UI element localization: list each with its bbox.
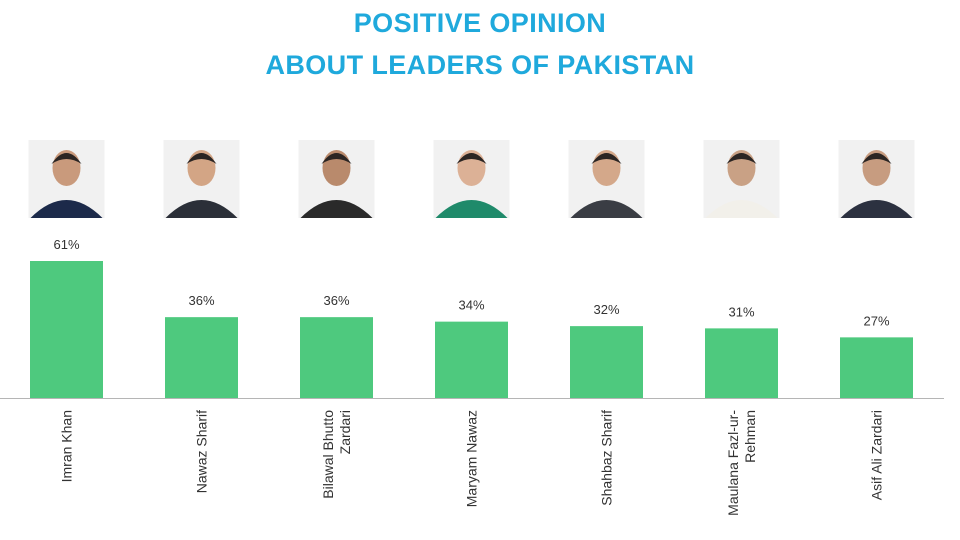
x-tick-label-1: Nawaz Sharif [194, 410, 210, 493]
x-tick-label-line: Rehman [742, 410, 758, 463]
portrait-shoulders [30, 200, 103, 218]
leader-portrait-1 [163, 140, 240, 218]
leader-portrait-2 [298, 140, 375, 218]
data-label-5: 31% [728, 304, 754, 319]
portrait-shoulders [165, 200, 238, 218]
x-tick-label-line: Maryam Nawaz [464, 410, 480, 507]
portrait-shoulders [435, 200, 508, 218]
portrait-hair [591, 153, 622, 164]
x-tick-label-6: Asif Ali Zardari [869, 410, 885, 500]
x-tick-label-line: Maulana Fazl-ur- [725, 410, 741, 516]
portrait-shoulders [705, 200, 778, 218]
data-label-1: 36% [188, 293, 214, 308]
x-tick-label-3: Maryam Nawaz [464, 410, 480, 507]
bar-0 [30, 261, 103, 398]
portrait-hair [51, 153, 82, 164]
x-tick-label-line: Imran Khan [59, 410, 75, 482]
data-label-0: 61% [53, 237, 79, 252]
data-label-6: 27% [863, 313, 889, 328]
chart-title-line-1: POSITIVE OPINION [353, 8, 607, 38]
bar-6 [840, 337, 913, 398]
bars [30, 261, 913, 398]
portrait-hair [186, 153, 217, 164]
leader-portraits [28, 140, 915, 218]
leader-portrait-4 [568, 140, 645, 218]
leader-portrait-5 [703, 140, 780, 218]
portrait-shoulders [300, 200, 373, 218]
x-axis-labels: Imran Khan Nawaz Sharif Bilawal Bhutto Zard… [59, 410, 885, 516]
data-labels: 61% 36% 36% 34% 32% 31% 27% [53, 237, 889, 328]
x-tick-label-line: Shahbaz Sharif [599, 410, 615, 506]
bar-1 [165, 317, 238, 398]
portrait-shoulders [570, 200, 643, 218]
x-tick-label-4: Shahbaz Sharif [599, 410, 615, 506]
x-tick-label-line: Zardari [337, 410, 353, 454]
x-tick-label-2: Bilawal Bhutto Zardari [320, 410, 353, 499]
data-label-2: 36% [323, 293, 349, 308]
bar-2 [300, 317, 373, 398]
chart-title-line-2: ABOUT LEADERS OF PAKISTAN [265, 50, 695, 80]
portrait-hair [861, 153, 892, 164]
leader-portrait-0 [28, 140, 105, 218]
bar-5 [705, 328, 778, 398]
leader-portrait-3 [433, 140, 510, 218]
portrait-hair [726, 153, 757, 164]
portrait-hair [456, 153, 487, 164]
data-label-3: 34% [458, 298, 484, 313]
x-tick-label-5: Maulana Fazl-ur- Rehman [725, 410, 758, 516]
portrait-hair [321, 153, 352, 164]
x-tick-label-line: Asif Ali Zardari [869, 410, 885, 500]
portrait-shoulders [840, 200, 913, 218]
data-label-4: 32% [593, 302, 619, 317]
x-tick-label-line: Bilawal Bhutto [320, 410, 336, 499]
bar-3 [435, 321, 508, 398]
x-tick-label-line: Nawaz Sharif [194, 410, 210, 493]
leader-portrait-6 [838, 140, 915, 218]
bar-4 [570, 326, 643, 398]
x-tick-label-0: Imran Khan [59, 410, 75, 482]
